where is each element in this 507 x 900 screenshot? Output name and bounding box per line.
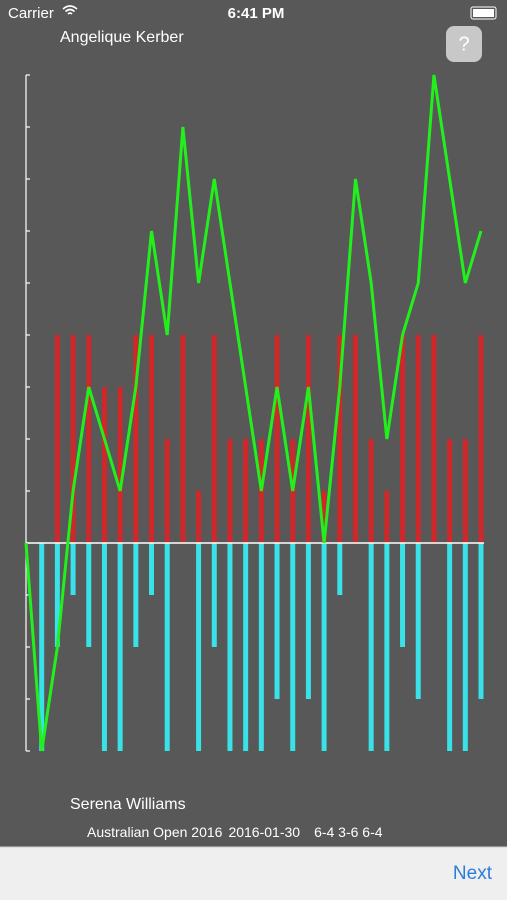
bar	[86, 335, 92, 543]
bar	[149, 543, 155, 595]
help-button-label[interactable]: ?	[458, 33, 469, 55]
carrier: Carrier	[8, 5, 54, 22]
bar	[431, 335, 437, 543]
next-button[interactable]: Next	[453, 863, 493, 884]
bar	[196, 543, 202, 751]
bar	[305, 543, 311, 699]
bar	[415, 543, 421, 699]
bar	[133, 335, 139, 543]
bar	[39, 543, 45, 751]
bar	[400, 543, 406, 647]
bar	[368, 543, 374, 751]
bar	[149, 335, 155, 543]
bar	[478, 543, 484, 699]
score-line	[24, 74, 483, 752]
bar	[478, 335, 484, 543]
bar	[290, 543, 296, 751]
bar	[86, 543, 92, 647]
bar	[54, 543, 60, 647]
bar	[368, 439, 374, 543]
bar	[321, 491, 327, 543]
bar	[352, 335, 358, 543]
bar	[384, 543, 390, 751]
bar	[384, 491, 390, 543]
bar	[337, 335, 343, 543]
bar	[70, 335, 76, 543]
bar	[101, 543, 107, 751]
wifi-icon	[62, 5, 78, 15]
bar	[211, 335, 217, 543]
bar	[321, 543, 327, 751]
bar	[337, 543, 343, 595]
bar	[117, 543, 123, 751]
bar	[258, 543, 264, 751]
battery-level	[473, 9, 494, 17]
bar	[415, 335, 421, 543]
bar	[164, 439, 170, 543]
bar	[227, 439, 233, 543]
bar	[196, 491, 202, 543]
event: Australian Open 2016	[87, 824, 223, 840]
bar	[117, 387, 123, 543]
toolbar	[0, 847, 507, 900]
score: 6-4 3-6 6-4	[314, 824, 383, 840]
bar	[462, 543, 468, 751]
bar	[243, 439, 249, 543]
date: 2016-01-30	[228, 824, 300, 840]
bar	[164, 543, 170, 751]
top-player: Angelique Kerber	[60, 29, 184, 46]
clock: 6:41 PM	[228, 5, 285, 22]
match-info: Australian Open 2016 2016-01-30 6-4 3-6 6-…	[87, 824, 383, 840]
chart	[24, 74, 484, 752]
battery	[470, 6, 497, 20]
bar	[274, 335, 280, 543]
bottom-player: Serena Williams	[70, 796, 186, 813]
bar	[447, 543, 453, 751]
bar	[227, 543, 233, 751]
bar	[211, 543, 217, 647]
bar	[462, 439, 468, 543]
bar	[70, 543, 76, 595]
bar	[305, 335, 311, 543]
bar	[447, 439, 453, 543]
help-button[interactable]: ?	[446, 26, 482, 62]
bar	[180, 335, 186, 543]
bar	[54, 335, 60, 543]
bar	[133, 543, 139, 647]
bar	[243, 543, 249, 751]
bar	[274, 543, 280, 699]
help-button-bg[interactable]	[446, 26, 482, 62]
bar	[101, 387, 107, 543]
bar	[400, 335, 406, 543]
